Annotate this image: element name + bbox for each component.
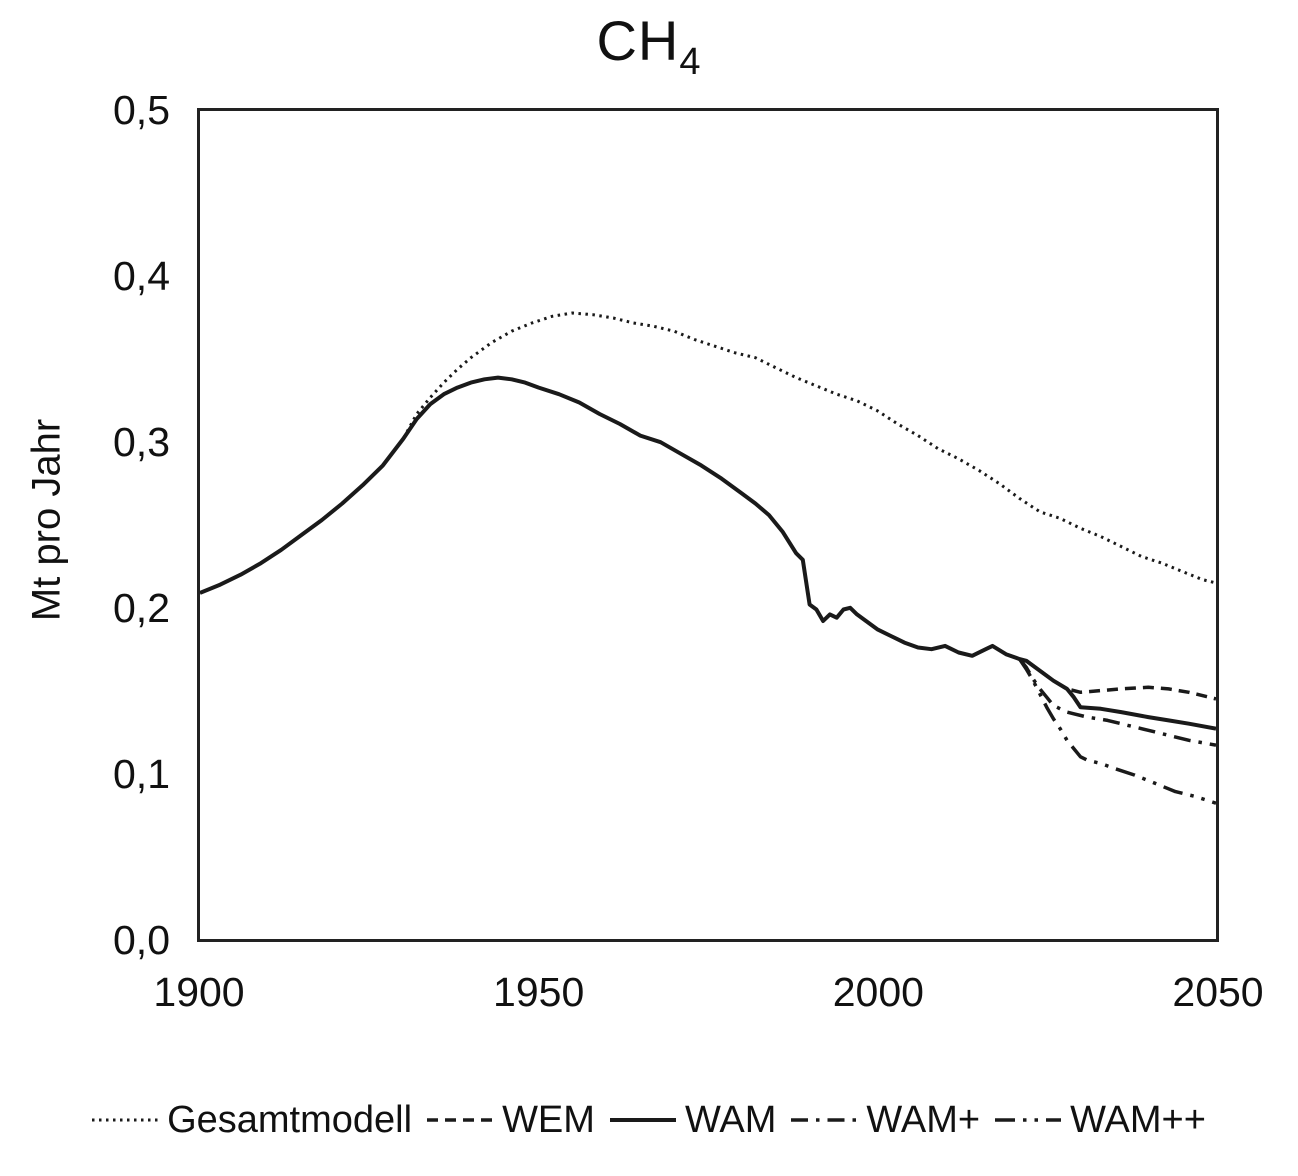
series-line-wamplusplus: [1018, 658, 1216, 805]
x-tick-label: 2050: [1172, 969, 1264, 1015]
series-line-wam: [200, 375, 1216, 731]
dashdot-line-sample-icon: [791, 1118, 858, 1122]
legend-item-wamplus: WAM+: [791, 1092, 980, 1148]
legend-item-wamplusplus: WAM++: [995, 1092, 1206, 1148]
x-tick-label: 1900: [153, 969, 245, 1015]
y-tick-label: 0,1: [113, 751, 170, 797]
legend-item-wam: WAM: [609, 1092, 777, 1148]
series-line-gesamtmodell: [200, 311, 1216, 595]
y-tick-label: 0,0: [113, 917, 170, 963]
plot-svg: [200, 311, 1216, 805]
legend-label: WAM: [684, 1099, 777, 1141]
y-tick-label: 0,5: [113, 87, 170, 133]
solid-line-sample-icon: [609, 1118, 676, 1122]
chart-title-main: CH: [596, 9, 680, 72]
legend-label: WEM: [502, 1099, 595, 1141]
dashdotdot-line-sample-icon: [995, 1118, 1062, 1122]
series-line-wamplus: [1018, 658, 1216, 747]
dashed-line-sample-icon: [427, 1118, 494, 1122]
y-tick-label: 0,2: [113, 585, 170, 631]
legend: Gesamtmodell WEM WAM WAM+ WAM++: [0, 1092, 1298, 1148]
legend-item-gesamtmodell: Gesamtmodell: [92, 1092, 412, 1148]
y-tick-label: 0,3: [113, 419, 170, 465]
plot-area: [197, 108, 1219, 942]
x-tick-label: 1950: [493, 969, 585, 1015]
x-tick-label: 2000: [832, 969, 924, 1015]
chart-title: CH4: [0, 6, 1298, 97]
legend-label: WAM++: [1070, 1099, 1206, 1141]
legend-item-wem: WEM: [427, 1092, 595, 1148]
dotted-line-sample-icon: [92, 1118, 159, 1122]
legend-label: Gesamtmodell: [167, 1099, 413, 1141]
y-tick-label: 0,4: [113, 253, 170, 299]
legend-label: WAM+: [866, 1099, 981, 1141]
chart-title-subscript: 4: [679, 41, 702, 83]
